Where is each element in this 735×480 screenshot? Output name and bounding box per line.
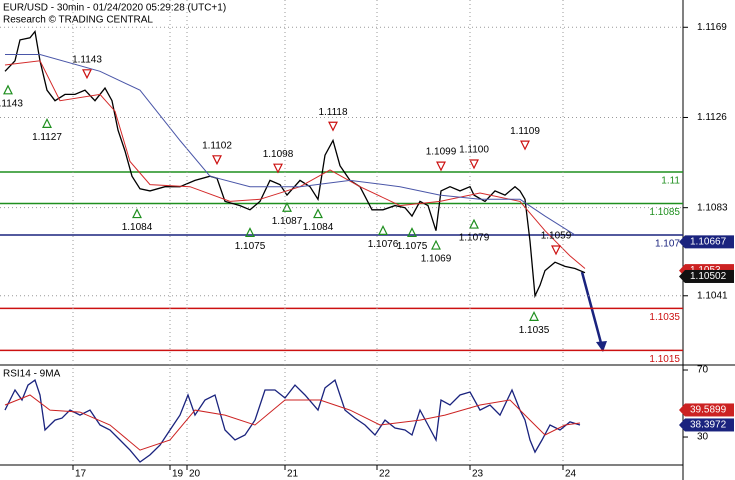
y-tick-label: 70 xyxy=(697,365,709,376)
projection-arrow xyxy=(580,271,607,352)
pivot-marker xyxy=(328,121,338,132)
price-tag-point xyxy=(679,235,685,249)
pivot-label: 1.1059 xyxy=(541,231,572,242)
series-line xyxy=(4,60,586,269)
pivot-marker xyxy=(436,161,446,172)
pivot-label: 1.1079 xyxy=(459,233,490,244)
pivot-marker xyxy=(212,155,222,166)
x-tick-label: 17 xyxy=(75,469,87,480)
pivot-marker xyxy=(469,218,479,229)
pivot-label: 1.1084 xyxy=(122,222,153,233)
pivot-label: 1.1098 xyxy=(263,149,294,160)
arrow-shaft xyxy=(580,271,603,344)
chart-title: EUR/USD - 30min - 01/24/2020 05:29:28 (U… xyxy=(3,3,226,14)
pivot-label: 1.1075 xyxy=(235,241,266,252)
pivot-label: 1.1069 xyxy=(421,254,452,265)
y-tick-label: 1.1126 xyxy=(697,112,727,123)
x-tick-label: 19 xyxy=(172,469,184,480)
chart-subtitle: Research © TRADING CENTRAL xyxy=(3,15,153,26)
price-tag-point xyxy=(679,418,685,432)
pivot-marker xyxy=(551,245,561,256)
pivot-label: 1.1102 xyxy=(202,140,232,151)
pivot-marker xyxy=(529,311,539,321)
pivot-marker xyxy=(469,159,479,170)
pivot-marker xyxy=(273,163,283,174)
series-line xyxy=(4,379,581,463)
pivot-label: 1.1100 xyxy=(459,145,489,156)
level-label: 1.1015 xyxy=(649,354,680,365)
price-tag-point xyxy=(679,403,685,417)
pivot-label: 1.1087 xyxy=(272,216,303,227)
pivot-marker xyxy=(407,227,417,238)
y-tick-label: 1.1041 xyxy=(697,290,728,301)
pivot-marker xyxy=(132,208,142,219)
x-tick-label: 21 xyxy=(287,469,299,480)
series-line xyxy=(4,29,586,299)
level-label: 1.11 xyxy=(661,176,680,187)
series-line xyxy=(4,394,581,451)
x-tick-label: 22 xyxy=(379,469,391,480)
level-label: 1.107 xyxy=(655,239,680,250)
x-tick-label: 20 xyxy=(189,469,201,480)
level-label: 1.1085 xyxy=(649,207,680,218)
x-tick-label: 23 xyxy=(472,469,484,480)
pivot-label: 1.1084 xyxy=(303,222,334,233)
pivot-label: 1.1076 xyxy=(368,239,399,250)
pivot-marker xyxy=(431,239,441,250)
pivot-marker xyxy=(82,69,92,80)
price-tag xyxy=(685,403,734,417)
pivot-marker xyxy=(520,140,530,151)
pivot-label: 1.1143 xyxy=(72,54,102,65)
price-tag xyxy=(685,418,734,432)
pivot-marker xyxy=(3,84,13,95)
y-tick-label: 1.1169 xyxy=(697,22,727,33)
price-tag-label: 1.10502 xyxy=(690,271,727,282)
pivot-label: 1.1143 xyxy=(0,98,23,109)
pivot-label: 1.1109 xyxy=(510,126,540,137)
y-tick-label: 1.1083 xyxy=(697,202,728,213)
x-tick-label: 24 xyxy=(565,469,577,480)
price-tag-label: 38.3972 xyxy=(690,420,727,431)
pivot-label: 1.1099 xyxy=(426,147,457,158)
price-tag-point xyxy=(679,269,685,283)
y-tick-label: 30 xyxy=(697,432,709,443)
price-tag-label: 1.10667 xyxy=(690,237,727,248)
pivot-label: 1.1075 xyxy=(397,241,428,252)
pivot-marker xyxy=(245,227,255,238)
level-label: 1.1035 xyxy=(649,312,680,323)
pivot-label: 1.1127 xyxy=(32,132,62,143)
arrow-head xyxy=(596,341,607,352)
price-tag-label: 39.5899 xyxy=(690,405,727,416)
pivot-marker xyxy=(378,225,388,235)
pivot-marker xyxy=(42,118,52,128)
series-line xyxy=(5,54,576,236)
pivot-marker xyxy=(313,208,323,219)
price-tag xyxy=(685,235,734,249)
pivot-label: 1.1035 xyxy=(519,325,550,336)
pivot-marker xyxy=(282,201,292,212)
rsi-title: RSI14 - 9MA xyxy=(3,369,61,380)
price-tag xyxy=(685,269,734,283)
pivot-label: 1.1118 xyxy=(318,107,348,118)
